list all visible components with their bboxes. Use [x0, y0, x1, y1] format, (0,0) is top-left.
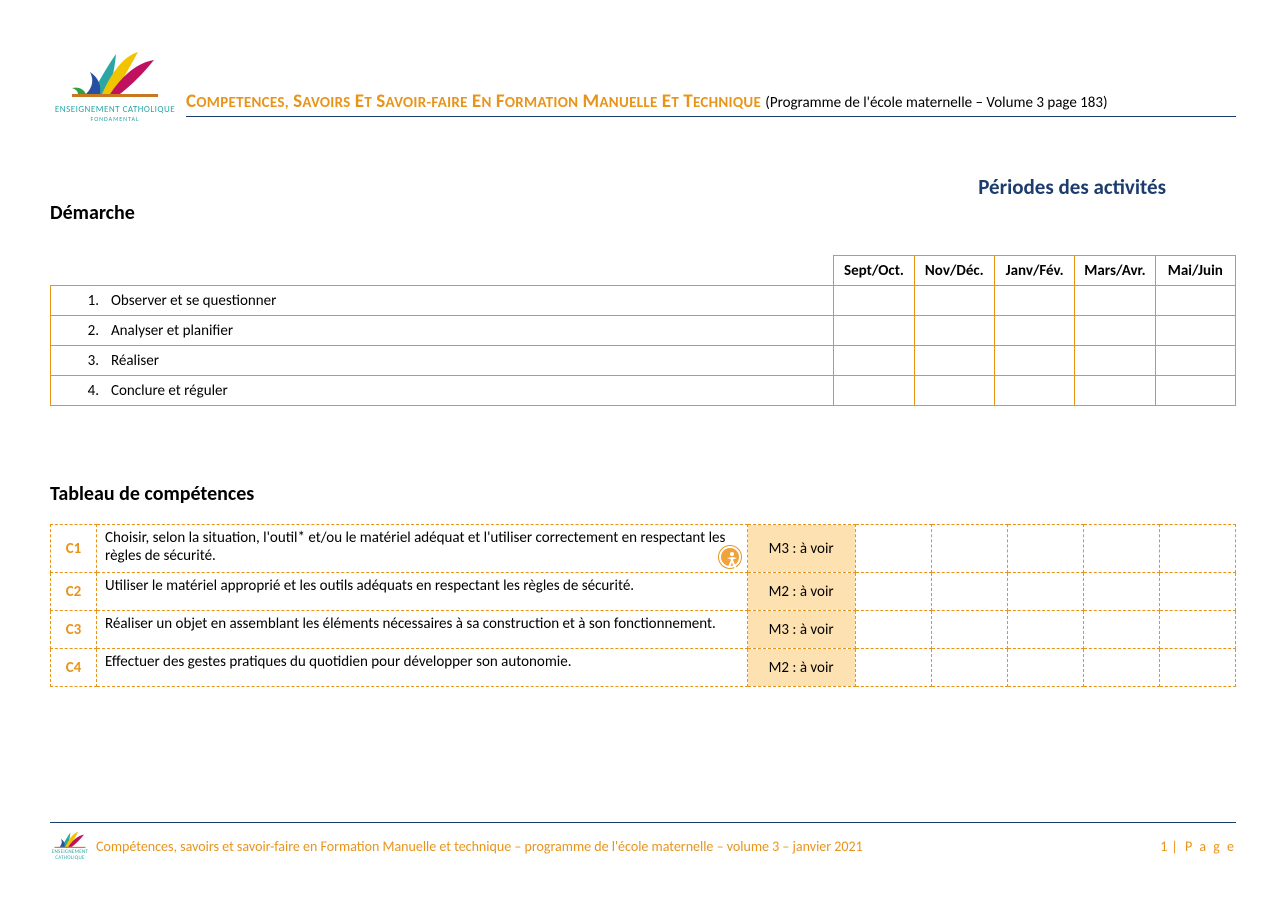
demarche-row: 3.Réaliser: [51, 346, 1236, 376]
demarche-cell: [994, 286, 1074, 316]
demarche-step: 4.Conclure et réguler: [51, 376, 834, 406]
logo: ENSEIGNEMENT CATHOLIQUE FONDAMENTAL: [50, 50, 180, 123]
demarche-cell: [1075, 286, 1155, 316]
competence-period-cell: [1083, 649, 1159, 687]
demarche-cell: [994, 376, 1074, 406]
demarche-cell: [914, 346, 994, 376]
demarche-header-row: Sept/Oct. Nov/Déc. Janv/Fév. Mars/Avr. M…: [51, 256, 1236, 286]
competence-period-cell: [1159, 573, 1235, 611]
competence-level: M3 : à voir: [747, 525, 855, 573]
demarche-cell: [834, 376, 914, 406]
footer-logo-caption: ENSEIGNEMENT CATHOLIQUE: [50, 849, 90, 861]
period-col-3: Janv/Fév.: [994, 256, 1074, 286]
demarche-cell: [1155, 316, 1235, 346]
competence-description: Choisir, selon la situation, l'outil* et…: [97, 525, 748, 573]
demarche-row: 4.Conclure et réguler: [51, 376, 1236, 406]
competence-period-cell: [1083, 525, 1159, 573]
competence-period-cell: [1159, 611, 1235, 649]
competence-level: M2 : à voir: [747, 649, 855, 687]
period-col-2: Nov/Déc.: [914, 256, 994, 286]
competence-description: Utiliser le matériel approprié et les ou…: [97, 573, 748, 611]
period-col-5: Mai/Juin: [1155, 256, 1235, 286]
competence-period-cell: [1083, 573, 1159, 611]
period-col-1: Sept/Oct.: [834, 256, 914, 286]
demarche-cell: [1155, 376, 1235, 406]
footer: ENSEIGNEMENT CATHOLIQUE Compétences, sav…: [50, 822, 1236, 861]
demarche-cell: [994, 316, 1074, 346]
demarche-cell: [914, 316, 994, 346]
title-main: COMPETENCES, SAVOIRS ET SAVOIR-FAIRE EN …: [186, 91, 765, 112]
competence-period-cell: [931, 611, 1007, 649]
competence-level: M2 : à voir: [747, 573, 855, 611]
period-col-4: Mars/Avr.: [1075, 256, 1155, 286]
competence-period-cell: [1007, 573, 1083, 611]
competence-description: Réaliser un objet en assemblant les élém…: [97, 611, 748, 649]
footer-page-number: 1: [1160, 838, 1167, 855]
footer-page: 1| P a g e: [1160, 838, 1236, 855]
header-divider: [186, 116, 1236, 117]
logo-leaf-icon: [72, 50, 158, 100]
competence-row: C4Effectuer des gestes pratiques du quot…: [51, 649, 1236, 687]
demarche-row: 2.Analyser et planifier: [51, 316, 1236, 346]
competences-heading: Tableau de compétences: [50, 482, 1236, 506]
demarche-cell: [834, 316, 914, 346]
competence-period-cell: [1007, 611, 1083, 649]
document-title: COMPETENCES, SAVOIRS ET SAVOIR-FAIRE EN …: [180, 90, 1236, 123]
title-subtitle: (Programme de l'école maternelle – Volum…: [765, 94, 1107, 112]
competence-period-cell: [1159, 649, 1235, 687]
competence-level: M3 : à voir: [747, 611, 855, 649]
competence-period-cell: [931, 649, 1007, 687]
competence-row: C3Réaliser un objet en assemblant les él…: [51, 611, 1236, 649]
document-page: ENSEIGNEMENT CATHOLIQUE FONDAMENTAL COMP…: [0, 0, 1286, 907]
demarche-cell: [834, 286, 914, 316]
demarche-row: 1.Observer et se questionner: [51, 286, 1236, 316]
demarche-cell: [1155, 286, 1235, 316]
competence-period-cell: [855, 573, 931, 611]
demarche-step: 3.Réaliser: [51, 346, 834, 376]
demarche-step: 1.Observer et se questionner: [51, 286, 834, 316]
competence-period-cell: [855, 611, 931, 649]
logo-subcaption: FONDAMENTAL: [50, 115, 180, 123]
competence-period-cell: [1007, 649, 1083, 687]
accessibility-icon: [719, 546, 741, 568]
competence-period-cell: [1007, 525, 1083, 573]
footer-page-label: P a g e: [1185, 838, 1236, 855]
demarche-cell: [914, 286, 994, 316]
competence-period-cell: [855, 649, 931, 687]
demarche-cell: [834, 346, 914, 376]
competence-period-cell: [855, 525, 931, 573]
logo-caption: ENSEIGNEMENT CATHOLIQUE: [50, 104, 180, 115]
competence-row: C1Choisir, selon la situation, l'outil* …: [51, 525, 1236, 573]
competence-code: C3: [51, 611, 97, 649]
demarche-heading: Démarche: [50, 201, 1236, 225]
blank-header: [51, 256, 834, 286]
periods-heading: Périodes des activités: [978, 174, 1166, 200]
footer-text: Compétences, savoirs et savoir-faire en …: [96, 838, 863, 855]
demarche-cell: [1075, 376, 1155, 406]
demarche-table: Sept/Oct. Nov/Déc. Janv/Fév. Mars/Avr. M…: [50, 255, 1236, 406]
competence-description: Effectuer des gestes pratiques du quotid…: [97, 649, 748, 687]
competence-code: C4: [51, 649, 97, 687]
competence-period-cell: [931, 573, 1007, 611]
footer-logo: ENSEIGNEMENT CATHOLIQUE: [50, 831, 90, 861]
competence-period-cell: [931, 525, 1007, 573]
demarche-cell: [1075, 346, 1155, 376]
competence-period-cell: [1083, 611, 1159, 649]
competence-row: C2Utiliser le matériel approprié et les …: [51, 573, 1236, 611]
demarche-cell: [1075, 316, 1155, 346]
footer-divider: [50, 822, 1236, 823]
competence-code: C2: [51, 573, 97, 611]
competences-table: C1Choisir, selon la situation, l'outil* …: [50, 524, 1236, 687]
demarche-step: 2.Analyser et planifier: [51, 316, 834, 346]
footer-logo-leaf-icon: [50, 831, 90, 849]
demarche-cell: [994, 346, 1074, 376]
demarche-cell: [1155, 346, 1235, 376]
demarche-cell: [914, 376, 994, 406]
competence-code: C1: [51, 525, 97, 573]
header: ENSEIGNEMENT CATHOLIQUE FONDAMENTAL COMP…: [50, 50, 1236, 123]
competence-period-cell: [1159, 525, 1235, 573]
